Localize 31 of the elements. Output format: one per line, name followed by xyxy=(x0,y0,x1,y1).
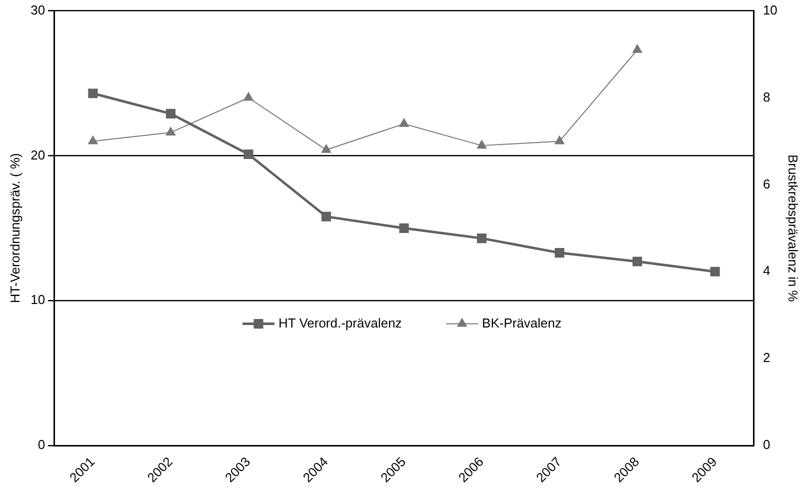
point xyxy=(554,136,564,144)
point xyxy=(476,234,487,244)
point xyxy=(321,144,332,153)
point xyxy=(399,223,409,233)
point xyxy=(554,248,564,258)
y-tick-label: 0 xyxy=(38,437,46,452)
point xyxy=(244,149,254,160)
y2-tick-label: 0 xyxy=(762,437,770,452)
point xyxy=(632,44,642,53)
y-tick-label: 30 xyxy=(30,2,46,18)
point xyxy=(632,256,642,266)
y2-tick-label: 6 xyxy=(762,176,770,192)
y-tick-label: 20 xyxy=(30,147,46,162)
y2-axis-title: Brustkrebsprävalenz in % xyxy=(786,154,801,302)
point xyxy=(710,266,720,276)
y-axis-title: HT-Verordnungspräv. ( %) xyxy=(7,153,22,304)
y-tick-label: 10 xyxy=(30,292,46,308)
point xyxy=(476,140,487,149)
y2-tick-label: 8 xyxy=(762,89,770,104)
point xyxy=(321,212,332,222)
legend-label: HT Verord.-prävalenz xyxy=(278,315,402,330)
legend-label: BK-Prävalenz xyxy=(482,315,562,330)
point xyxy=(244,92,254,101)
point xyxy=(399,118,409,127)
point xyxy=(166,127,176,136)
point xyxy=(88,136,98,144)
y2-tick-label: 10 xyxy=(762,2,778,18)
y2-tick-label: 4 xyxy=(762,263,770,278)
point xyxy=(166,108,176,118)
y2-tick-label: 2 xyxy=(762,350,770,366)
point xyxy=(88,88,98,98)
